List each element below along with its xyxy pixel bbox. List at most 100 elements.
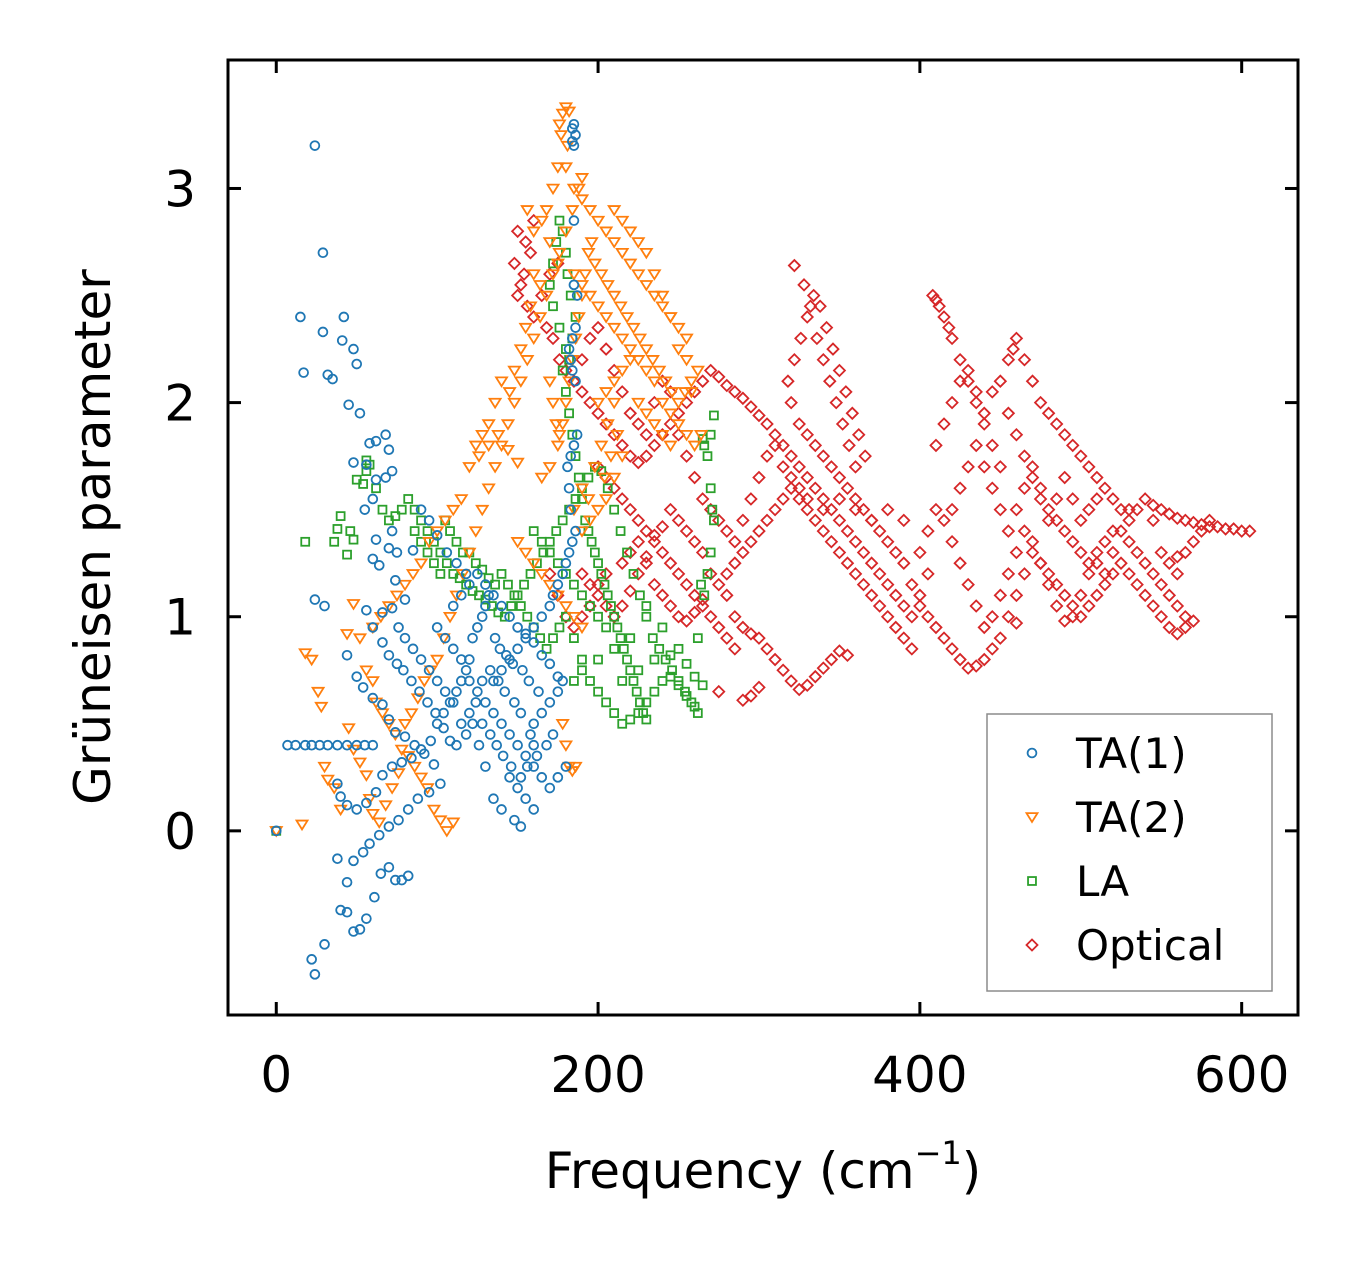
legend-item: TA(2)	[1024, 793, 1187, 842]
point-ta-2-	[607, 290, 622, 303]
point-ta-2-	[615, 247, 630, 260]
point-ta-2-	[352, 757, 368, 769]
point-ta-1-	[528, 761, 540, 772]
point-la	[565, 290, 576, 301]
point-la	[609, 643, 620, 654]
point-optical	[639, 556, 654, 570]
point-ta-2-	[615, 365, 630, 378]
point-la	[641, 714, 652, 725]
point-ta-2-	[365, 808, 380, 821]
point-ta-2-	[520, 355, 535, 367]
point-optical	[856, 502, 871, 517]
point-optical	[953, 652, 967, 667]
x-tick-label: 0	[260, 1046, 292, 1104]
point-optical	[720, 567, 734, 581]
point-optical	[1082, 567, 1096, 581]
point-optical	[1017, 481, 1032, 496]
point-ta-2-	[513, 344, 528, 356]
point-optical	[671, 567, 686, 581]
point-optical	[1210, 520, 1225, 534]
point-ta-2-	[545, 183, 561, 196]
point-ta-2-	[298, 648, 313, 660]
point-ta-1-	[415, 504, 427, 515]
point-ta-1-	[488, 590, 499, 601]
point-ta-1-	[570, 525, 581, 537]
point-la	[699, 590, 710, 601]
point-optical	[1146, 513, 1160, 528]
point-la	[544, 547, 555, 558]
point-optical	[631, 535, 646, 549]
point-ta-2-	[520, 205, 535, 217]
point-ta-2-	[558, 740, 574, 752]
point-optical	[711, 370, 726, 384]
point-ta-1-	[504, 611, 515, 623]
point-optical	[792, 492, 806, 506]
point-optical	[1090, 588, 1104, 603]
point-ta-2-	[481, 483, 496, 495]
point-ta-2-	[389, 590, 405, 602]
point-la	[329, 536, 340, 547]
point-optical	[1057, 588, 1072, 603]
point-ta-2-	[687, 440, 702, 453]
point-ta-2-	[658, 376, 673, 388]
point-ta-1-	[571, 429, 583, 441]
point-optical	[781, 374, 795, 388]
point-optical	[1074, 513, 1088, 528]
point-optical	[776, 460, 790, 474]
point-la	[609, 611, 620, 622]
point-ta-2-	[679, 333, 694, 346]
point-optical	[679, 449, 694, 463]
point-optical	[1146, 599, 1160, 613]
point-ta-2-	[494, 376, 509, 388]
point-optical	[1001, 524, 1016, 538]
point-optical	[711, 577, 726, 592]
point-optical	[1114, 556, 1128, 570]
point-optical	[1170, 567, 1185, 581]
point-optical	[1033, 492, 1048, 506]
point-la	[570, 451, 581, 461]
point-la	[536, 536, 547, 547]
point-ta-1-	[309, 969, 321, 980]
point-optical	[663, 556, 678, 570]
point-optical	[1065, 609, 1080, 624]
point-la	[654, 643, 665, 654]
point-ta-1-	[536, 649, 548, 661]
point-ta-2-	[631, 269, 646, 281]
point-ta-2-	[518, 322, 533, 335]
point-la	[519, 579, 529, 590]
point-optical	[784, 481, 798, 496]
point-ta-2-	[631, 237, 646, 249]
point-ta-1-	[431, 622, 443, 633]
point-optical	[816, 492, 831, 506]
point-optical	[872, 567, 887, 581]
point-ta-1-	[541, 739, 552, 751]
point-optical	[792, 417, 806, 431]
point-optical	[913, 599, 927, 613]
point-la	[596, 569, 607, 579]
point-optical	[953, 353, 967, 367]
point-optical	[1033, 556, 1048, 570]
point-ta-2-	[513, 376, 528, 388]
point-optical	[848, 502, 863, 517]
point-optical	[1178, 513, 1193, 528]
point-optical	[1049, 417, 1064, 431]
point-ta-1-	[364, 437, 375, 449]
point-la	[593, 654, 603, 665]
point-la	[451, 536, 462, 547]
point-optical	[615, 492, 629, 506]
point-optical	[671, 609, 686, 624]
point-la	[435, 569, 446, 579]
point-ta-2-	[430, 654, 445, 667]
point-ta-1-	[460, 729, 472, 740]
point-optical	[623, 406, 638, 421]
point-la	[707, 504, 718, 515]
point-la	[358, 479, 369, 489]
point-ta-1-	[364, 838, 375, 849]
point-optical	[800, 310, 815, 324]
point-ta-1-	[488, 793, 499, 805]
series-ta-2-	[269, 102, 709, 838]
point-optical	[977, 460, 992, 474]
point-optical	[913, 545, 927, 560]
point-ta-2-	[565, 205, 580, 217]
point-la	[705, 429, 716, 440]
